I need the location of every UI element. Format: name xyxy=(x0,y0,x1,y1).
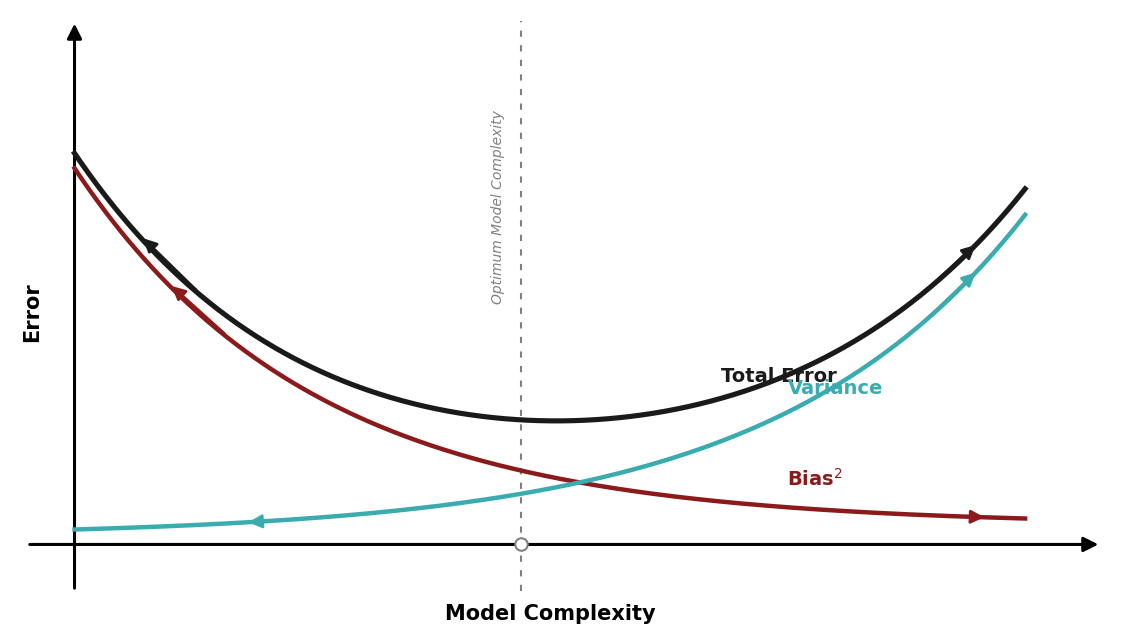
Text: Variance: Variance xyxy=(788,379,883,397)
Text: Bias$^2$: Bias$^2$ xyxy=(788,467,844,489)
Text: Optimum Model Complexity: Optimum Model Complexity xyxy=(490,110,505,304)
Text: Model Complexity: Model Complexity xyxy=(444,604,655,624)
Text: Error: Error xyxy=(21,282,42,342)
Text: Total Error: Total Error xyxy=(721,367,837,386)
